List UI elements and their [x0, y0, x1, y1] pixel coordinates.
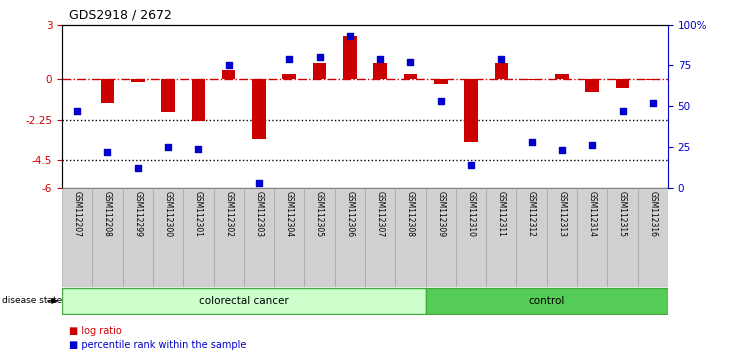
Bar [101, 79, 115, 103]
Text: GSM112208: GSM112208 [103, 190, 112, 236]
Bar [62, 188, 93, 287]
Text: ■ log ratio: ■ log ratio [69, 326, 122, 336]
Text: GSM112306: GSM112306 [345, 190, 354, 237]
Text: GSM112313: GSM112313 [558, 190, 566, 236]
Point [193, 146, 204, 152]
Bar [456, 188, 486, 287]
Text: control: control [529, 296, 565, 306]
Bar [62, 288, 426, 314]
Point [496, 56, 507, 62]
Bar [486, 188, 517, 287]
Point [435, 98, 447, 104]
Text: GSM112301: GSM112301 [194, 190, 203, 236]
Text: GSM112299: GSM112299 [134, 190, 142, 236]
Bar [615, 79, 629, 88]
Point [314, 55, 326, 60]
Point [162, 144, 174, 150]
Bar [404, 74, 418, 79]
Point [344, 33, 356, 39]
Text: disease state: disease state [2, 296, 63, 306]
Bar [222, 70, 236, 79]
Point [465, 162, 477, 168]
Bar [335, 188, 365, 287]
Text: colorectal cancer: colorectal cancer [199, 296, 288, 306]
Bar [638, 188, 668, 287]
Bar [426, 288, 668, 314]
Point [586, 142, 598, 148]
Text: GSM112311: GSM112311 [497, 190, 506, 236]
Point [374, 56, 386, 62]
Text: GDS2918 / 2672: GDS2918 / 2672 [69, 8, 172, 21]
Text: GSM112316: GSM112316 [648, 190, 657, 236]
Point [283, 56, 295, 62]
Point [223, 63, 234, 68]
Bar [183, 188, 214, 287]
Bar [396, 188, 426, 287]
Bar [547, 188, 577, 287]
Text: GSM112303: GSM112303 [255, 190, 264, 237]
Bar [373, 63, 387, 79]
Text: ■ percentile rank within the sample: ■ percentile rank within the sample [69, 340, 247, 350]
Text: GSM112314: GSM112314 [588, 190, 596, 236]
Point [253, 180, 265, 185]
Text: GSM112310: GSM112310 [466, 190, 475, 236]
Text: GSM112312: GSM112312 [527, 190, 536, 236]
Text: GSM112309: GSM112309 [437, 190, 445, 237]
Text: GSM112300: GSM112300 [164, 190, 172, 237]
Bar [244, 188, 274, 287]
Bar [191, 79, 205, 121]
Bar [464, 79, 478, 142]
Bar [131, 79, 145, 82]
Point [101, 149, 113, 155]
Bar [153, 188, 183, 287]
Point [72, 108, 83, 114]
Point [556, 147, 568, 153]
Bar [304, 188, 335, 287]
Text: GSM112305: GSM112305 [315, 190, 324, 237]
Text: GSM112307: GSM112307 [376, 190, 385, 237]
Bar [577, 188, 607, 287]
Bar [283, 74, 296, 79]
Bar [343, 36, 357, 79]
Bar [525, 79, 539, 80]
Bar [585, 79, 599, 92]
Bar [252, 79, 266, 139]
Bar [607, 188, 638, 287]
Bar [646, 79, 660, 80]
Bar [426, 188, 456, 287]
Bar [161, 79, 175, 112]
Bar [274, 188, 304, 287]
Bar [365, 188, 396, 287]
Bar [312, 63, 326, 79]
Point [404, 59, 416, 65]
Text: GSM112308: GSM112308 [406, 190, 415, 236]
Text: GSM112207: GSM112207 [73, 190, 82, 236]
Bar [214, 188, 244, 287]
Point [526, 139, 537, 145]
Point [647, 100, 658, 106]
Text: GSM112315: GSM112315 [618, 190, 627, 236]
Bar [434, 79, 447, 85]
Text: GSM112304: GSM112304 [285, 190, 293, 237]
Point [617, 108, 629, 114]
Text: GSM112302: GSM112302 [224, 190, 233, 236]
Point [132, 165, 144, 171]
Bar [517, 188, 547, 287]
Bar [123, 188, 153, 287]
Bar [555, 74, 569, 79]
Bar [494, 63, 508, 79]
Bar [93, 188, 123, 287]
